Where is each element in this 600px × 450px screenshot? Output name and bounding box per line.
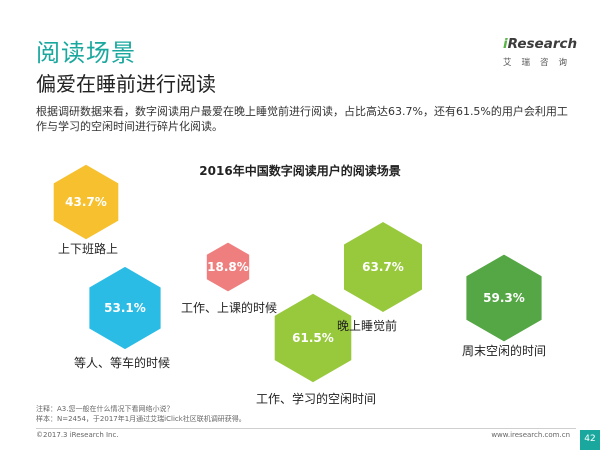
hexagon-mark (344, 222, 422, 312)
description-text: 根据调研数据来看，数字阅读用户最爱在晚上睡觉前进行阅读，占比高达63.7%，还有… (36, 105, 568, 133)
value-label: 43.7% (65, 195, 107, 209)
hexagon-mark (274, 293, 352, 383)
category-label: 工作、学习的空闲时间 (256, 391, 376, 406)
page-number: 42 (584, 434, 596, 444)
iresearch-logo: iResearch 艾瑞咨询 (503, 36, 578, 76)
hexagon-mark (466, 254, 542, 342)
category-label: 工作、上课的时候 (181, 300, 277, 315)
value-label: 53.1% (104, 301, 146, 315)
category-label: 晚上睡觉前 (337, 318, 397, 333)
category-label: 周末空闲的时间 (462, 343, 546, 358)
page-subtitle: 偏爱在睡前进行阅读 (36, 72, 216, 96)
chart-title: 2016年中国数字阅读用户的阅读场景 (199, 164, 401, 178)
hexagon-mark (206, 242, 250, 292)
chart-sample: 样本：N=2454，于2017年1月通过艾瑞iClick社区联机调研获得。 (36, 415, 246, 423)
footer-divider (36, 428, 576, 429)
logo-wordmark: iResearch (503, 36, 577, 52)
logo-chinese: 艾瑞咨询 (503, 58, 578, 68)
value-label: 61.5% (292, 331, 334, 345)
hexagon-mark (89, 266, 161, 350)
value-label: 59.3% (483, 291, 525, 305)
category-label: 上下班路上 (58, 241, 118, 256)
hexagon-mark (53, 164, 119, 240)
chart-note: 注释：A3.您一般在什么情况下看网络小说？ (36, 405, 174, 413)
page-number-badge: 42 (580, 430, 600, 450)
logo-word: Research (507, 36, 578, 52)
website-text: www.iresearch.com.cn (491, 431, 570, 439)
copyright-text: ©2017.3 iResearch Inc. (36, 431, 119, 439)
value-label: 63.7% (362, 260, 404, 274)
page-title: 阅读场景 (36, 39, 136, 67)
category-label: 等人、等车的时候 (74, 355, 170, 370)
value-label: 18.8% (207, 260, 249, 274)
logo-prefix: i (503, 36, 508, 52)
